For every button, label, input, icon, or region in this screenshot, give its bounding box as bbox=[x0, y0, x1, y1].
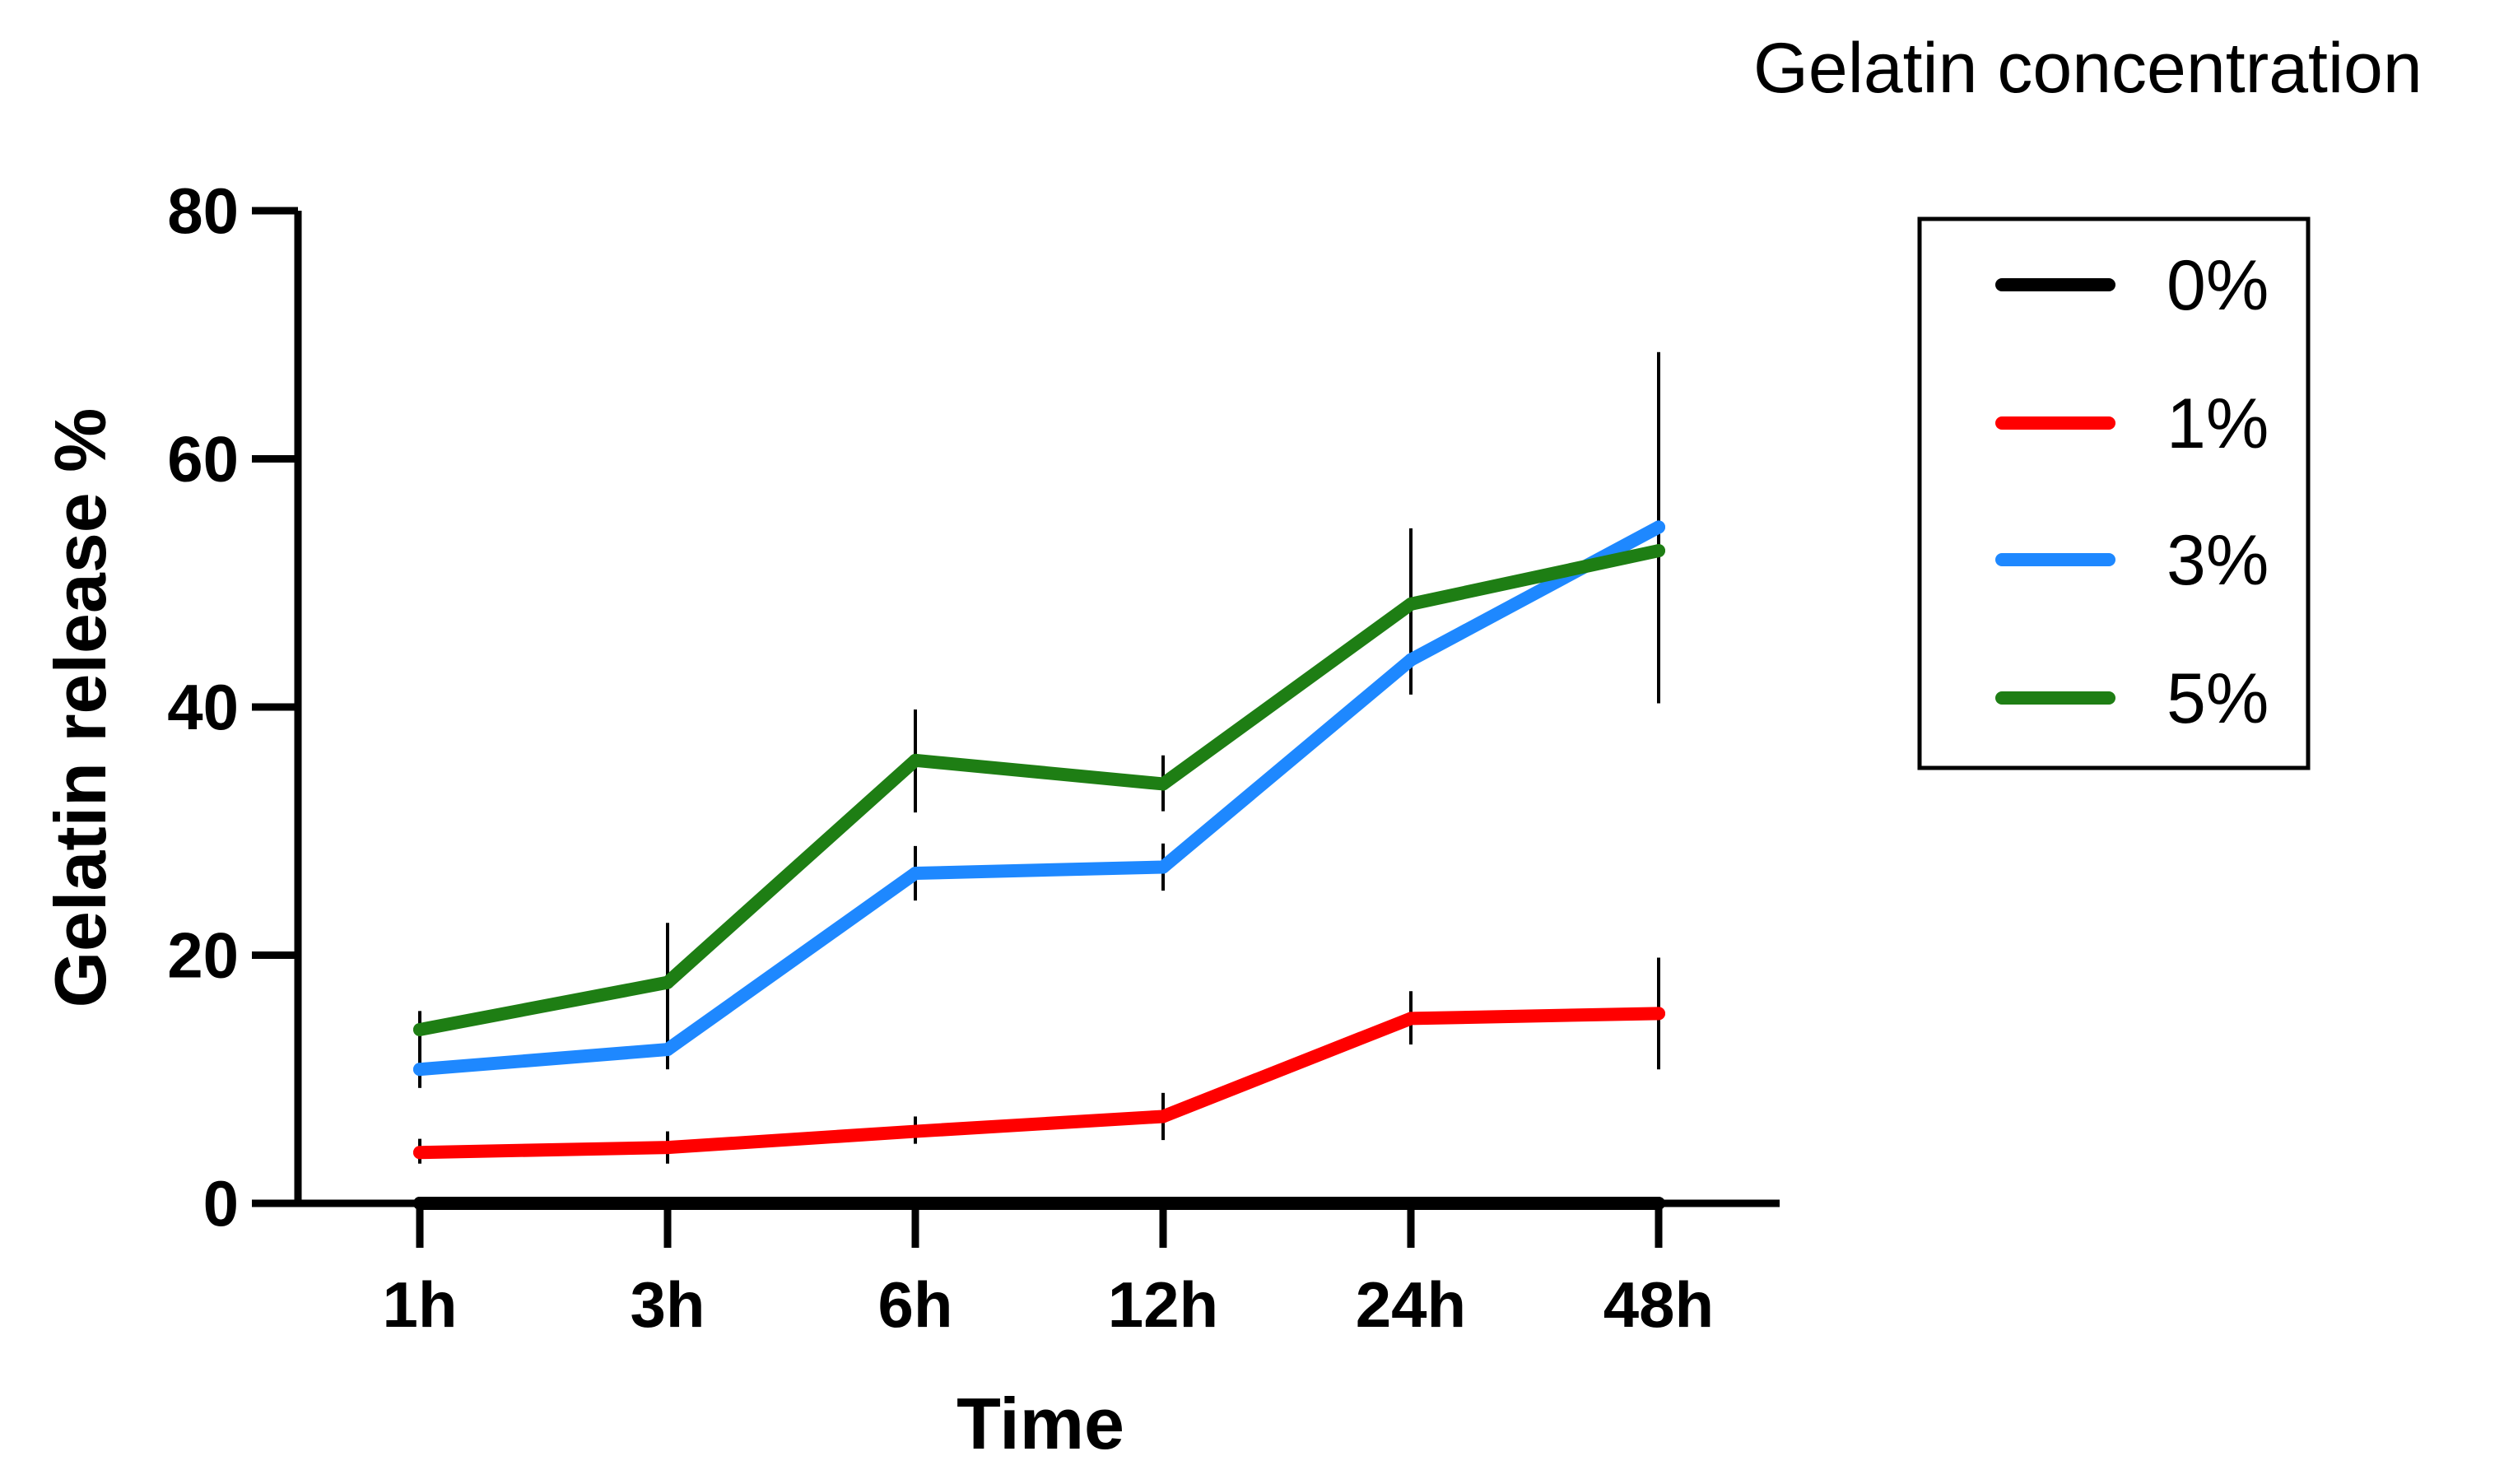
data-point bbox=[909, 753, 922, 767]
error-bars bbox=[418, 351, 1660, 1164]
data-point bbox=[1157, 860, 1170, 874]
data-point bbox=[1404, 653, 1417, 667]
data-point bbox=[413, 1063, 426, 1077]
x-tick-label: 6h bbox=[877, 1268, 952, 1341]
series-line-1 bbox=[413, 1007, 1665, 1160]
data-point bbox=[413, 1146, 426, 1160]
y-tick-label: 20 bbox=[167, 919, 239, 992]
legend-label: 0% bbox=[2167, 246, 2269, 325]
data-point bbox=[1157, 1110, 1170, 1123]
series-line-3 bbox=[413, 544, 1665, 1036]
y-tick-label: 40 bbox=[167, 671, 239, 743]
y-ticks: 0 20 40 60 80 bbox=[167, 174, 298, 1240]
data-point bbox=[909, 1124, 922, 1138]
legend-label: 1% bbox=[2167, 384, 2269, 463]
x-tick-label: 24h bbox=[1356, 1268, 1466, 1341]
axes bbox=[252, 211, 1780, 1207]
x-axis-title: Time bbox=[956, 1383, 1124, 1464]
y-axis-title: Gelatin release % bbox=[40, 408, 121, 1008]
x-tick-label: 48h bbox=[1603, 1268, 1714, 1341]
series-lines bbox=[413, 520, 1665, 1210]
legend-title: Gelatin concentration bbox=[1753, 29, 2423, 108]
data-point bbox=[661, 1141, 674, 1155]
data-point bbox=[413, 1022, 426, 1036]
data-point bbox=[1157, 777, 1170, 791]
y-tick-label: 60 bbox=[167, 423, 239, 495]
data-point bbox=[1404, 597, 1417, 611]
data-point bbox=[1652, 544, 1665, 558]
y-tick-label: 80 bbox=[167, 174, 239, 247]
data-point bbox=[1652, 1007, 1665, 1021]
y-tick-label: 0 bbox=[203, 1167, 239, 1240]
legend-items: 0% 1% 3% 5% bbox=[1995, 246, 2269, 738]
legend-box bbox=[1917, 216, 2311, 770]
data-point bbox=[661, 1043, 674, 1057]
x-tick-label: 12h bbox=[1108, 1268, 1218, 1341]
data-point bbox=[909, 867, 922, 881]
x-tick-label: 3h bbox=[630, 1268, 705, 1341]
x-ticks: 1h 3h 6h 12h 24h 48h bbox=[382, 1203, 1714, 1341]
x-tick-label: 1h bbox=[382, 1268, 457, 1341]
data-point bbox=[661, 975, 674, 989]
series-line-2 bbox=[413, 520, 1665, 1077]
legend-label: 5% bbox=[2167, 659, 2269, 738]
data-point bbox=[1404, 1012, 1417, 1026]
data-point bbox=[1652, 520, 1665, 534]
legend-label: 3% bbox=[2167, 521, 2269, 600]
